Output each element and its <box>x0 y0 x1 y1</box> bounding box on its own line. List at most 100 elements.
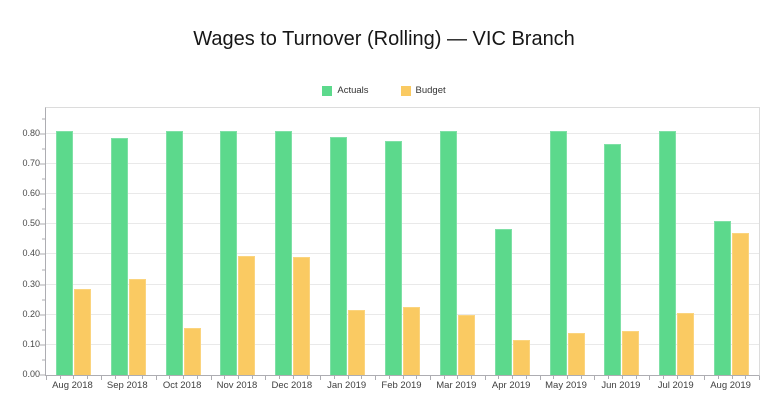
bar-budget[interactable] <box>128 278 146 375</box>
y-axis-minor-tick <box>42 269 46 271</box>
y-axis-minor-tick <box>42 329 46 331</box>
y-gridline <box>46 193 759 195</box>
bars-layer <box>46 108 759 375</box>
bar-actuals[interactable] <box>659 130 677 375</box>
x-axis-minor-tick <box>717 376 719 379</box>
x-tick-label: Dec 2018 <box>271 380 313 391</box>
actuals-swatch-icon <box>322 85 333 96</box>
y-gridline <box>46 163 759 165</box>
y-axis-major-tick <box>40 223 46 225</box>
bar-group <box>320 108 375 375</box>
bar-actuals[interactable] <box>275 130 293 375</box>
y-axis-major-tick <box>40 163 46 165</box>
bar-actuals[interactable] <box>220 130 238 375</box>
x-axis-major-tick <box>375 376 377 380</box>
x-axis-major-tick <box>210 376 212 380</box>
x-axis-minor-tick <box>251 376 253 379</box>
x-axis-minor-tick <box>402 376 404 379</box>
x-axis-minor-tick <box>731 376 733 379</box>
bar-actuals[interactable] <box>384 141 402 375</box>
bar-actuals[interactable] <box>549 130 567 375</box>
x-axis-major-tick <box>429 376 431 380</box>
x-axis-major-tick <box>320 376 322 380</box>
bar-actuals[interactable] <box>330 136 348 375</box>
y-axis-major-tick <box>40 193 46 195</box>
bar-budget[interactable] <box>183 328 201 375</box>
y-axis-minor-tick <box>42 359 46 361</box>
x-axis-minor-tick <box>580 376 582 379</box>
y-gridline <box>46 132 759 134</box>
x-axis-minor-tick <box>169 376 171 379</box>
y-gridline <box>46 253 759 255</box>
x-tick-label: Nov 2018 <box>216 380 258 391</box>
y-tick-label: 0.80 <box>22 127 40 138</box>
x-tick-label: Aug 2019 <box>710 380 751 391</box>
budget-swatch-icon <box>400 85 411 96</box>
x-axis-major-tick <box>594 376 596 380</box>
y-axis-minor-tick <box>42 118 46 120</box>
x-axis-minor-tick <box>745 376 747 379</box>
x-axis-minor-tick <box>567 376 569 379</box>
bar-budget[interactable] <box>732 233 750 375</box>
bar-actuals[interactable] <box>110 138 128 375</box>
y-tick-label: 0.30 <box>22 278 40 289</box>
x-tick-label: Mar 2019 <box>436 380 477 391</box>
bar-group <box>540 108 595 375</box>
bar-budget[interactable] <box>677 313 695 375</box>
x-axis-minor-tick <box>471 376 473 379</box>
x-axis-minor-tick <box>621 376 623 379</box>
y-tick-label: 0.70 <box>22 158 40 169</box>
x-axis-minor-tick <box>333 376 335 379</box>
x-tick-label: Sep 2018 <box>106 380 148 391</box>
bar-budget[interactable] <box>293 257 311 375</box>
bar-budget[interactable] <box>348 310 366 375</box>
bar-group <box>46 108 101 375</box>
x-axis-minor-tick <box>306 376 308 379</box>
x-axis-minor-tick <box>128 376 130 379</box>
bar-group <box>375 108 430 375</box>
y-axis-major-tick <box>40 133 46 135</box>
bar-budget[interactable] <box>457 314 475 375</box>
x-axis-minor-tick <box>512 376 514 379</box>
bar-actuals[interactable] <box>604 144 622 375</box>
bar-actuals[interactable] <box>714 221 732 375</box>
chart-title: Wages to Turnover (Rolling) — VIC Branch <box>193 28 575 50</box>
x-axis-minor-tick <box>237 376 239 379</box>
bar-actuals[interactable] <box>165 130 183 375</box>
bar-budget[interactable] <box>238 255 256 375</box>
x-axis-minor-tick <box>416 376 418 379</box>
x-axis-minor-tick <box>690 376 692 379</box>
x-axis-minor-tick <box>224 376 226 379</box>
bar-actuals[interactable] <box>439 130 457 375</box>
y-gridline <box>46 313 759 315</box>
y-axis-major-tick <box>40 344 46 346</box>
y-axis-major-tick <box>40 253 46 255</box>
x-tick-label: May 2019 <box>545 380 587 391</box>
x-axis-major-tick <box>759 376 760 380</box>
x-tick-label: Jun 2019 <box>601 380 641 391</box>
bar-group <box>101 108 156 375</box>
y-tick-label: 0.00 <box>22 369 40 379</box>
x-tick-label: Apr 2019 <box>491 380 531 391</box>
bar-group <box>211 108 266 375</box>
bar-budget[interactable] <box>622 331 640 375</box>
x-axis-minor-tick <box>87 376 89 379</box>
legend-item-budget[interactable]: Budget <box>400 85 446 96</box>
x-axis-minor-tick <box>553 376 555 379</box>
bar-budget[interactable] <box>402 307 420 375</box>
legend-item-actuals[interactable]: Actuals <box>322 85 369 96</box>
y-axis-major-tick <box>40 284 46 286</box>
bar-actuals[interactable] <box>55 130 73 375</box>
x-axis-minor-tick <box>279 376 281 379</box>
bar-budget[interactable] <box>73 289 91 375</box>
y-axis-minor-tick <box>42 299 46 301</box>
x-axis-major-tick <box>100 376 102 380</box>
bar-budget[interactable] <box>512 340 530 375</box>
y-gridline <box>46 283 759 285</box>
bar-budget[interactable] <box>567 332 585 375</box>
y-tick-label: 0.10 <box>22 338 40 349</box>
bar-actuals[interactable] <box>494 228 512 375</box>
bar-group <box>704 108 759 375</box>
x-axis-minor-tick <box>114 376 116 379</box>
